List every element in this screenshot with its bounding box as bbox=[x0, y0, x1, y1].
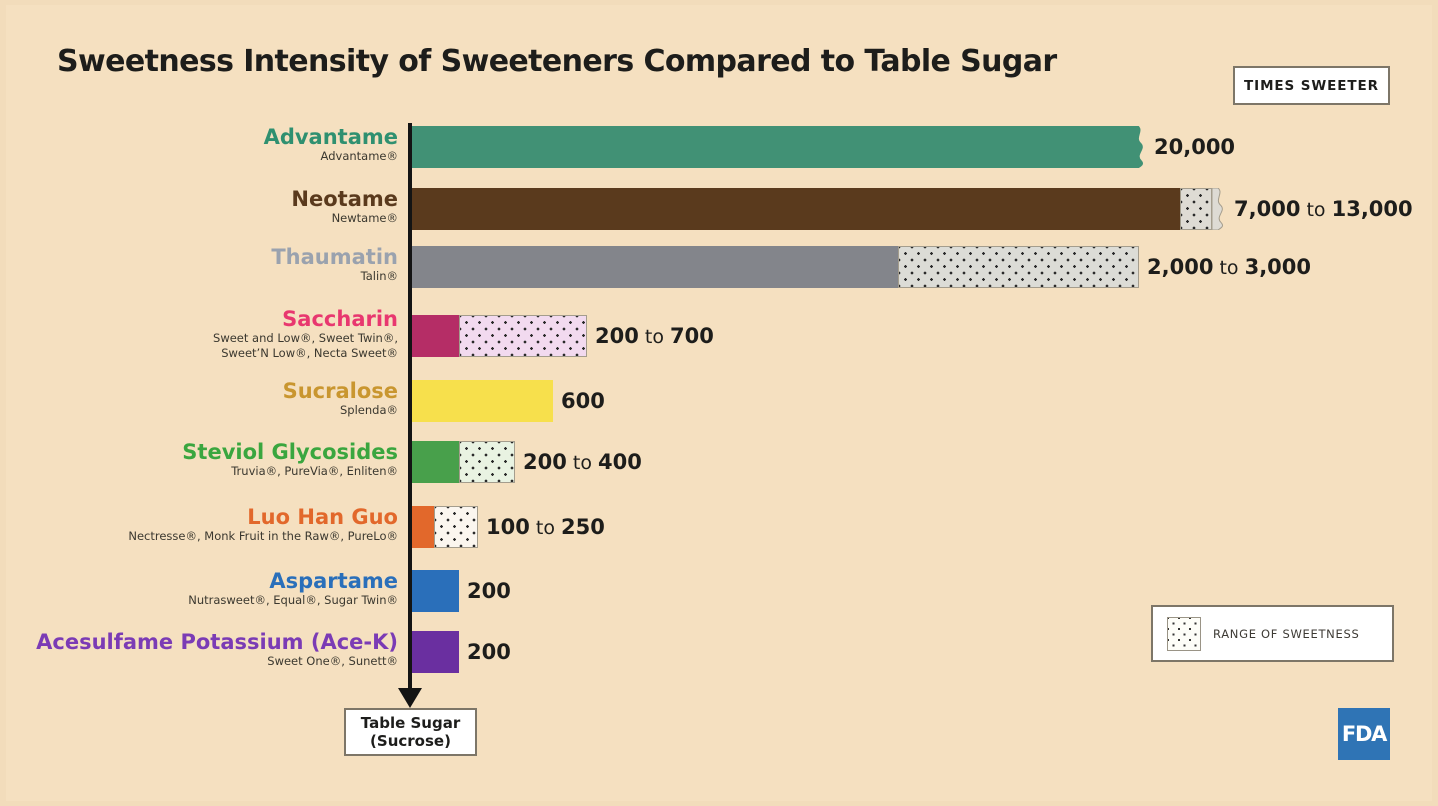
value-range-connector: to bbox=[529, 517, 561, 539]
sweetener-brands: Advantame® bbox=[320, 149, 398, 163]
bar-value-label: 2,000 to 3,000 bbox=[1147, 257, 1311, 278]
row-label-group: Saccharin Sweet and Low®, Sweet Twin®, Swe… bbox=[0, 306, 398, 361]
sweetener-name: Acesulfame Potassium (Ace-K) bbox=[36, 630, 398, 654]
value-range-connector: to bbox=[566, 452, 598, 474]
bar-row bbox=[412, 441, 515, 483]
sweetener-brands: Newtame® bbox=[331, 211, 398, 225]
value-range-connector: to bbox=[1300, 199, 1332, 221]
bar-row bbox=[412, 188, 1226, 230]
fda-logo: FDA bbox=[1338, 708, 1390, 760]
times-sweeter-label: TIMES SWEETER bbox=[1244, 77, 1379, 94]
bar-range-segment bbox=[459, 315, 587, 357]
fda-logo-text: FDA bbox=[1341, 722, 1387, 746]
times-sweeter-badge: TIMES SWEETER bbox=[1233, 66, 1390, 105]
row-label-group: Advantame Advantame® bbox=[0, 126, 398, 164]
bar-value-label: 600 bbox=[561, 389, 605, 413]
bar-row bbox=[412, 631, 459, 673]
baseline-arrow-icon bbox=[398, 688, 422, 708]
bar-solid-segment bbox=[412, 506, 434, 548]
bar-solid-segment bbox=[412, 441, 459, 483]
table-sugar-baseline-box: Table Sugar (Sucrose) bbox=[344, 708, 477, 756]
row-label-group: Luo Han Guo Nectresse®, Monk Fruit in the… bbox=[0, 506, 398, 544]
value-min: 200 bbox=[595, 324, 639, 348]
bar-row bbox=[412, 506, 478, 548]
frame-right bbox=[1432, 0, 1438, 806]
bar-row bbox=[412, 570, 459, 612]
sweetener-name: Luo Han Guo bbox=[247, 505, 398, 529]
sweetener-brands: Splenda® bbox=[339, 403, 398, 417]
bar-value-label: 20,000 bbox=[1154, 135, 1236, 159]
bar-solid-segment bbox=[412, 631, 459, 673]
sweetener-brands: Truvia®, PureVia®, Enliten® bbox=[231, 464, 398, 478]
bar-range-segment bbox=[434, 506, 478, 548]
value-max: 3,000 bbox=[1244, 255, 1312, 279]
bar-range-segment bbox=[1180, 188, 1212, 230]
bar-value-label: 200 to 400 bbox=[523, 452, 642, 473]
bar-value-label: 100 to 250 bbox=[486, 517, 605, 538]
row-label-group: Thaumatin Talin® bbox=[0, 246, 398, 284]
value-range-connector: to bbox=[638, 326, 670, 348]
value-max: 13,000 bbox=[1331, 197, 1413, 221]
bar-row bbox=[412, 380, 553, 422]
bar-solid-segment bbox=[412, 380, 553, 422]
sweetener-brands: Sweet One®, Sunett® bbox=[267, 654, 398, 668]
row-label-group: Acesulfame Potassium (Ace-K) Sweet One®, … bbox=[0, 631, 398, 669]
value-min: 2,000 bbox=[1147, 255, 1214, 279]
sweetener-brands: Nectresse®, Monk Fruit in the Raw®, Pure… bbox=[128, 529, 398, 543]
bar-row bbox=[412, 246, 1139, 288]
row-label-group: Sucralose Splenda® bbox=[0, 380, 398, 418]
bar-solid-segment bbox=[412, 570, 459, 612]
bar-value-label: 7,000 to 13,000 bbox=[1234, 199, 1413, 220]
bar-value-label: 200 bbox=[467, 640, 511, 664]
row-label-group: Steviol Glycosides Truvia®, PureVia®, Enl… bbox=[0, 441, 398, 479]
sweetener-brands: Talin® bbox=[360, 269, 398, 283]
bar-solid-segment bbox=[412, 126, 1132, 168]
sweetener-name: Steviol Glycosides bbox=[182, 440, 398, 464]
range-of-sweetness-swatch-icon bbox=[1167, 616, 1201, 651]
sweetener-name: Aspartame bbox=[269, 569, 398, 593]
bar-value-label: 200 bbox=[467, 579, 511, 603]
value-range-connector: to bbox=[1213, 257, 1245, 279]
page-title: Sweetness Intensity of Sweeteners Compar… bbox=[57, 44, 1057, 79]
frame-bottom bbox=[0, 801, 1438, 806]
row-label-group: Aspartame Nutrasweet®, Equal®, Sugar Twin… bbox=[0, 570, 398, 608]
value-min: 100 bbox=[486, 515, 530, 539]
sweetener-name: Neotame bbox=[291, 187, 398, 211]
sweetener-brands: Sweet and Low®, Sweet Twin®, bbox=[213, 330, 398, 345]
legend-label: RANGE OF SWEETNESS bbox=[1213, 626, 1360, 641]
bar-row bbox=[412, 126, 1146, 168]
sweetener-name: Advantame bbox=[263, 125, 398, 149]
frame-top bbox=[0, 0, 1438, 5]
row-label-group: Neotame Newtame® bbox=[0, 188, 398, 226]
bar-torn-edge-icon bbox=[1212, 188, 1226, 230]
bar-torn-edge-icon bbox=[1132, 126, 1146, 168]
sweetener-brands: Sweet’N Low®, Necta Sweet® bbox=[221, 345, 398, 360]
value-min: 7,000 bbox=[1234, 197, 1301, 221]
table-sugar-line1: Table Sugar bbox=[360, 714, 461, 732]
value-min: 200 bbox=[523, 450, 567, 474]
bar-range-segment bbox=[459, 441, 515, 483]
sweetener-name: Sucralose bbox=[282, 379, 398, 403]
bar-solid-segment bbox=[412, 315, 459, 357]
bar-solid-segment bbox=[412, 246, 898, 288]
bar-row bbox=[412, 315, 587, 357]
bar-value-label: 200 to 700 bbox=[595, 326, 714, 347]
value-max: 700 bbox=[670, 324, 714, 348]
sweetener-name: Thaumatin bbox=[271, 245, 398, 269]
baseline-axis bbox=[408, 123, 412, 695]
value-max: 400 bbox=[598, 450, 642, 474]
bar-range-segment bbox=[898, 246, 1139, 288]
legend: RANGE OF SWEETNESS bbox=[1151, 605, 1394, 662]
table-sugar-line2: (Sucrose) bbox=[370, 732, 451, 750]
bar-solid-segment bbox=[412, 188, 1180, 230]
sweetener-name: Saccharin bbox=[282, 306, 398, 331]
frame-left bbox=[0, 0, 6, 806]
sweetener-brands: Nutrasweet®, Equal®, Sugar Twin® bbox=[188, 593, 398, 607]
value-max: 250 bbox=[561, 515, 605, 539]
